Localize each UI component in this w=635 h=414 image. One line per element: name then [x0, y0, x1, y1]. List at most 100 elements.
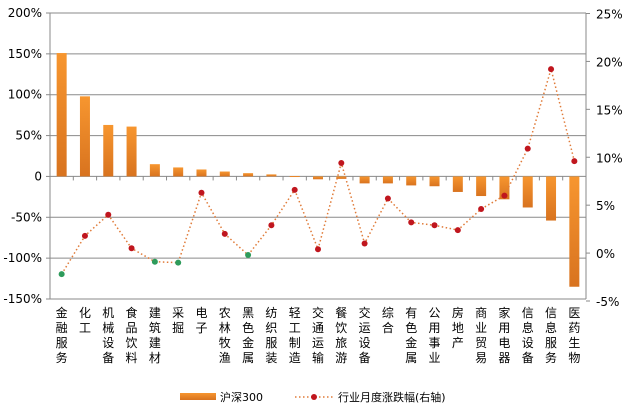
category-label: 工	[289, 321, 301, 335]
line-point-交通运输	[315, 246, 321, 253]
bar-机械设备	[103, 124, 114, 177]
category-label: 务	[56, 350, 68, 365]
category-label: 家	[498, 305, 510, 320]
category-label: 融	[56, 321, 68, 335]
category-label: 食	[126, 305, 138, 320]
category-label: 饮	[335, 321, 347, 335]
category-label: 黑	[242, 306, 254, 320]
category-label: 运	[312, 336, 324, 350]
line-point-电子	[198, 189, 205, 196]
industry-return-line	[61, 66, 576, 275]
left-tick-label: 100%	[8, 88, 42, 102]
category-label: 地	[452, 321, 464, 335]
line-point-医药生物	[571, 158, 578, 165]
category-label: 事	[429, 336, 441, 350]
category-label: 息	[522, 320, 534, 335]
category-label: 备	[102, 351, 114, 365]
right-tick-label: 10%	[596, 151, 623, 165]
category-label: 色	[405, 321, 417, 335]
category-label: 采	[172, 306, 184, 320]
line-point-纺织服装	[268, 222, 275, 229]
bar-家用电器	[499, 176, 510, 200]
line-point-金融服务	[58, 271, 65, 278]
category-label: 有	[405, 306, 417, 320]
category-label: 属	[405, 351, 417, 365]
category-label: 建	[149, 306, 161, 320]
bar-化工	[79, 96, 90, 177]
category-label: 合	[382, 320, 394, 335]
category-label: 信	[545, 306, 557, 320]
category-label: 输	[312, 350, 324, 365]
line-point-公用事业	[431, 222, 438, 229]
category-label: 易	[475, 351, 487, 365]
category-label: 备	[522, 351, 534, 365]
category-label: 服	[56, 336, 68, 350]
left-tick-label: -50%	[11, 210, 42, 224]
category-label: 用	[498, 321, 510, 335]
right-tick-label: 25%	[596, 8, 623, 22]
line-point-信息服务	[548, 66, 555, 73]
left-tick-label: 50%	[15, 129, 42, 143]
category-label: 金	[405, 335, 417, 350]
category-label: 属	[242, 351, 254, 365]
category-label: 交	[359, 305, 371, 320]
category-label: 饮	[126, 336, 138, 350]
category-label: 械	[102, 320, 114, 335]
category-label: 服	[265, 336, 277, 350]
legend-bar-label: 沪深300	[220, 390, 263, 404]
category-label: 通	[312, 321, 324, 335]
category-label: 掘	[172, 320, 184, 335]
category-label: 造	[289, 351, 301, 365]
bar-信息设备	[522, 176, 533, 208]
bar-电子	[196, 169, 207, 177]
left-tick-label: -150%	[3, 292, 42, 306]
bar-轻工制造	[289, 176, 300, 178]
bar-黑色金属	[243, 173, 254, 177]
category-label: 用	[429, 321, 441, 335]
bar-交通运输	[313, 176, 323, 180]
line-point-信息设备	[524, 145, 531, 152]
category-label: 务	[545, 350, 557, 365]
category-label: 业	[475, 321, 487, 335]
bar-综合	[382, 176, 393, 184]
category-label: 餐	[335, 305, 347, 320]
bar-餐饮旅游	[336, 176, 347, 179]
category-label: 医	[568, 306, 580, 320]
category-label: 牧	[219, 336, 231, 350]
category-label: 色	[242, 321, 254, 335]
line-point-综合	[384, 195, 391, 202]
line-point-采掘	[175, 259, 182, 266]
line-point-机械设备	[105, 211, 112, 218]
category-label: 信	[522, 306, 534, 320]
category-label: 旅	[335, 336, 347, 350]
left-tick-label: 200%	[8, 6, 42, 20]
bar-信息服务	[546, 176, 557, 221]
category-label: 综	[382, 306, 394, 320]
bar-纺织服装	[266, 174, 277, 177]
category-label: 林	[219, 321, 231, 335]
line-point-家用电器	[501, 192, 508, 199]
line-point-轻工制造	[291, 186, 298, 193]
category-label: 子	[195, 321, 207, 335]
category-label: 设	[102, 336, 114, 350]
category-label: 轻	[289, 306, 301, 320]
category-label: 药	[568, 321, 580, 335]
category-label: 制	[289, 336, 301, 350]
line-point-黑色金属	[245, 252, 252, 258]
category-label: 贸	[475, 336, 487, 350]
bar-有色金属	[406, 176, 417, 186]
category-label: 公	[429, 306, 441, 320]
category-label: 设	[359, 336, 371, 350]
bar-金融服务	[56, 53, 67, 177]
category-label: 业	[429, 351, 441, 365]
bar-食品饮料	[126, 126, 137, 177]
category-label: 织	[265, 321, 277, 335]
right-tick-label: 20%	[596, 55, 623, 69]
category-label: 化	[79, 306, 91, 320]
category-label: 房	[452, 305, 464, 320]
line-point-建筑建材	[151, 258, 158, 265]
category-label: 器	[498, 351, 510, 365]
left-tick-label: 150%	[8, 47, 42, 61]
category-label: 设	[522, 336, 534, 350]
